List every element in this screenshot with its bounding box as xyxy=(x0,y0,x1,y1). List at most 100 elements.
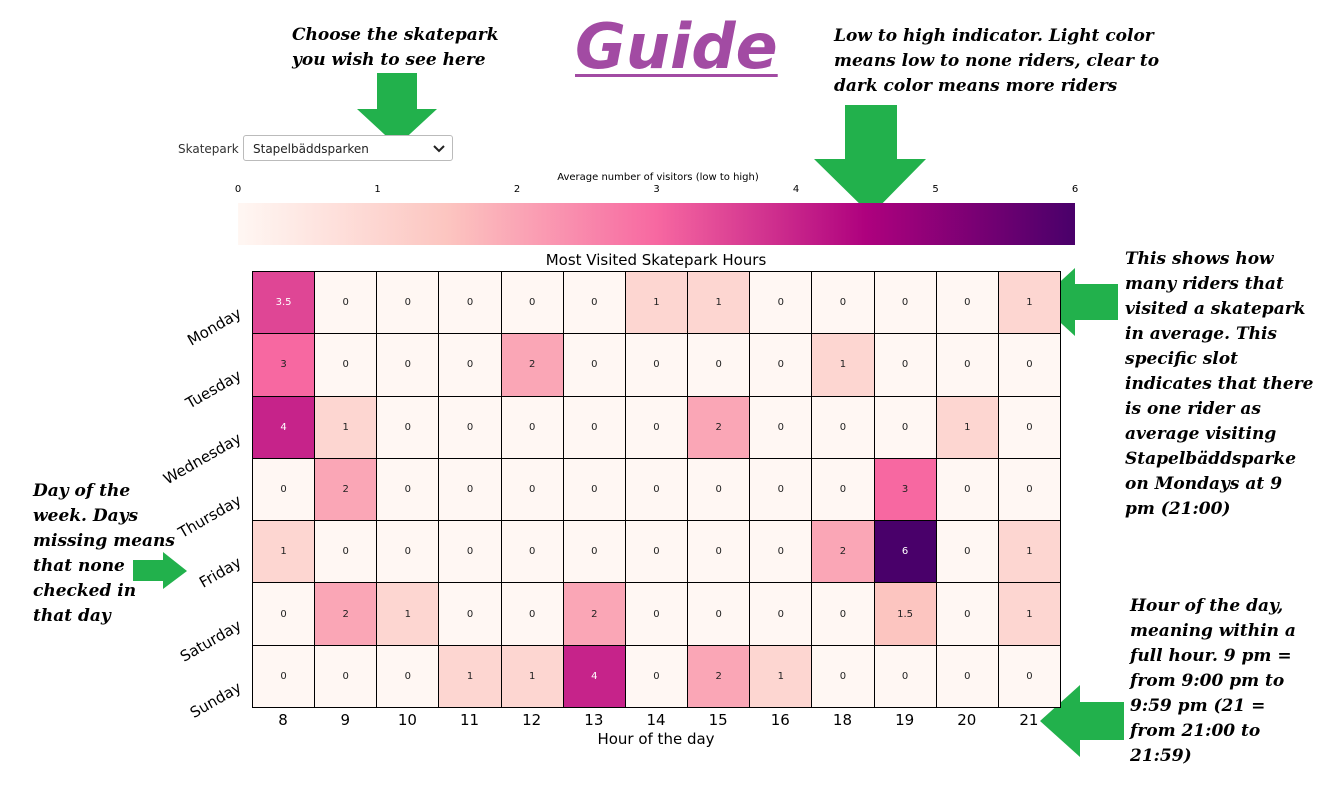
heatmap-cell: 3 xyxy=(873,457,937,522)
heatmap-cell: 0 xyxy=(438,333,502,397)
heatmap-cell: 0 xyxy=(438,271,502,335)
heatmap-cell-value: 0 xyxy=(280,670,287,682)
heatmap-cell: 1 xyxy=(687,271,751,335)
heatmap-cell-value: 0 xyxy=(901,359,909,371)
heatmap-cell: 1 xyxy=(314,395,378,459)
chevron-down-icon xyxy=(433,145,445,153)
heatmap-cell: 4 xyxy=(252,395,316,459)
heatmap-cell: 1.5 xyxy=(873,582,937,646)
heatmap-cell: 0 xyxy=(624,520,689,584)
heatmap-cell: 3 xyxy=(252,333,316,397)
heatmap-cell: 0 xyxy=(997,395,1061,459)
heatmap-cell-value: 0 xyxy=(404,546,412,558)
heatmap-cell-value: 1 xyxy=(404,608,412,620)
heatmap-cell: 2 xyxy=(687,395,751,459)
heatmap-cell: 0 xyxy=(562,520,626,584)
heatmap-cell-value: 0 xyxy=(839,670,847,682)
heatmap-cell: 0 xyxy=(749,333,813,397)
heatmap-cell-value: 0 xyxy=(653,546,660,558)
heatmap-cell: 0 xyxy=(935,333,999,397)
colorbar-title: Average number of visitors (low to high) xyxy=(557,172,759,183)
heatmap-cell-value: 1 xyxy=(839,359,847,371)
heatmap-cell: 0 xyxy=(624,644,689,708)
right-arrow-icon xyxy=(133,552,187,589)
down-arrow-icon xyxy=(357,73,437,146)
heatmap-cell: 0 xyxy=(811,457,875,522)
y-tick-label: Tuesday xyxy=(182,366,245,413)
heatmap-cell-value: 2 xyxy=(528,359,536,371)
heatmap-cell: 0 xyxy=(749,457,813,522)
heatmap-grid: 3.5 0 0 0 0 0 1 1 0 0 0 0 1 3 0 0 0 2 0 0 0 0 1 0 0 0 4 1 0 0 0 0 0 2 0 0 0 1… xyxy=(252,271,1061,708)
heatmap-cell: 0 xyxy=(935,271,999,335)
heatmap-cell-value: 0 xyxy=(839,297,847,309)
colorbar-tick-label: 6 xyxy=(1071,184,1079,195)
heatmap-cell: 0 xyxy=(376,644,440,708)
left-arrow-icon xyxy=(1040,685,1124,757)
heatmap-cell: 0 xyxy=(376,520,440,584)
heatmap-cell-value: 0 xyxy=(901,670,909,682)
heatmap-cell: 0 xyxy=(562,271,626,335)
heatmap-cell-value: 0 xyxy=(777,297,784,309)
heatmap-cell: 1 xyxy=(811,333,875,397)
heatmap-cell-value: 0 xyxy=(466,546,474,558)
heatmap-cell: 0 xyxy=(997,333,1061,397)
x-tick-label: 12 xyxy=(522,711,542,729)
heatmap-cell: 0 xyxy=(624,582,689,646)
heatmap-cell: 1 xyxy=(500,644,564,708)
heatmap-cell: 0 xyxy=(252,644,316,708)
heatmap-cell: 3.5 xyxy=(252,271,316,335)
heatmap-cell-value: 1 xyxy=(528,670,536,682)
colorbar xyxy=(238,203,1075,245)
heatmap-cell-value: 0 xyxy=(964,359,971,371)
annotation-color-indicator: Low to high indicator. Light color means… xyxy=(834,26,1160,96)
annotation-hour-of-day: Hour of the day, meaning within a full h… xyxy=(1130,596,1296,766)
heatmap-cell: 0 xyxy=(749,582,813,646)
heatmap-cell: 2 xyxy=(811,520,875,584)
colorbar-tick-label: 0 xyxy=(234,184,242,195)
heatmap-cell: 0 xyxy=(376,333,440,397)
heatmap-cell-value: 1 xyxy=(466,670,474,682)
heatmap-cell-value: 1 xyxy=(1026,608,1033,620)
colorbar-tick-label: 3 xyxy=(653,184,660,195)
heatmap-cell: 0 xyxy=(811,271,875,335)
heatmap-cell-value: 3 xyxy=(280,359,287,371)
heatmap-cell: 2 xyxy=(314,582,378,646)
heatmap-cell-value: 2 xyxy=(715,670,722,682)
heatmap-cell: 0 xyxy=(562,333,626,397)
heatmap-cell: 0 xyxy=(562,457,626,522)
heatmap-cell: 0 xyxy=(562,395,626,459)
x-tick-label: 20 xyxy=(957,711,977,729)
heatmap-cell: 2 xyxy=(500,333,564,397)
heatmap-cell: 0 xyxy=(314,520,378,584)
heatmap-cell-value: 1 xyxy=(964,421,971,433)
heatmap-cell-value: 0 xyxy=(466,297,474,309)
heatmap-cell-value: 1 xyxy=(715,297,722,309)
annotation-day-of-week: Day of the week. Days missing means that… xyxy=(33,481,175,626)
heatmap-cell-value: 0 xyxy=(466,359,474,371)
heatmap-cell: 0 xyxy=(438,395,502,459)
x-tick-label: 16 xyxy=(770,711,790,729)
skatepark-dropdown[interactable]: Stapelbäddsparken xyxy=(243,135,453,161)
x-tick-label: 8 xyxy=(278,711,288,729)
heatmap-cell: 0 xyxy=(873,395,937,459)
heatmap-cell-value: 0 xyxy=(342,297,349,309)
heatmap-cell: 1 xyxy=(935,395,999,459)
heatmap-cell-value: 0 xyxy=(901,297,909,309)
heatmap-cell-value: 0 xyxy=(466,608,474,620)
heatmap-cell: 1 xyxy=(252,520,316,584)
heatmap-cell-value: 0 xyxy=(715,483,722,495)
heatmap-cell: 0 xyxy=(997,644,1061,708)
heatmap-cell: 1 xyxy=(624,271,689,335)
heatmap-cell-value: 0 xyxy=(466,421,474,433)
heatmap-cell-value: 0 xyxy=(280,608,287,620)
heatmap-cell-value: 0 xyxy=(404,359,412,371)
heatmap-cell-value: 2 xyxy=(715,421,722,433)
x-tick-label: 18 xyxy=(832,711,852,729)
heatmap-cell: 0 xyxy=(687,333,751,397)
heatmap-cell: 2 xyxy=(687,644,751,708)
heatmap-cell-value: 0 xyxy=(591,297,598,309)
heatmap-cell-value: 0 xyxy=(404,670,412,682)
heatmap-cell-value: 0 xyxy=(964,297,971,309)
heatmap-cell: 0 xyxy=(687,520,751,584)
heatmap-cell: 0 xyxy=(314,271,378,335)
